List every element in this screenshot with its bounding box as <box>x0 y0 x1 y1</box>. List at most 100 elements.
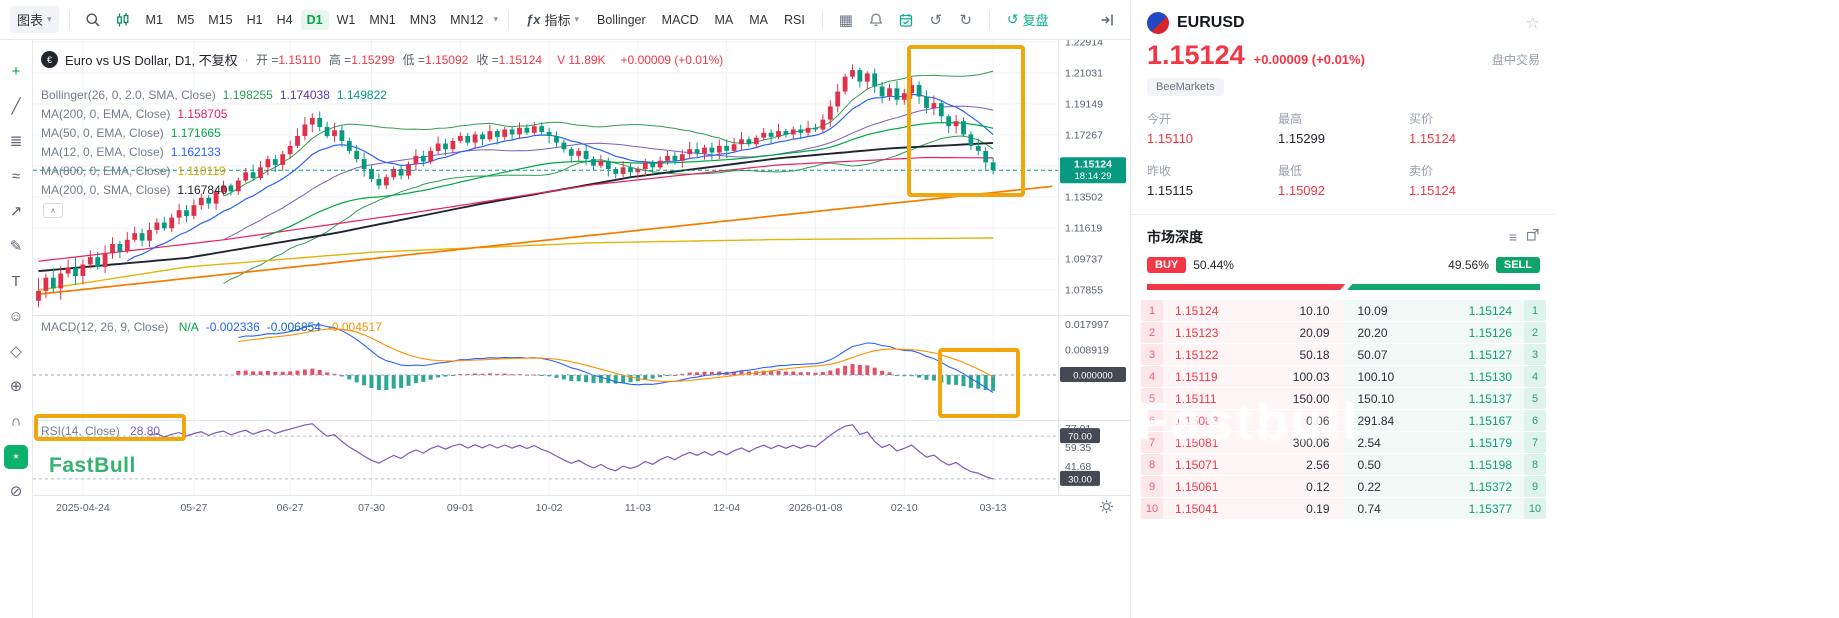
depth-row[interactable]: 3 1.15122 50.18 50.07 1.15127 3 <box>1141 344 1546 365</box>
bid-volume: 20.09 <box>1231 322 1344 343</box>
svg-text:18:14:29: 18:14:29 <box>1075 171 1112 182</box>
ai-draw-tool-icon[interactable]: ⋆ <box>4 445 28 469</box>
ask-rank: 2 <box>1524 322 1546 343</box>
search-icon[interactable] <box>80 7 106 33</box>
indicator-legend-label: MA(800, 0, EMA, Close) <box>41 164 171 178</box>
bid-rank: 9 <box>1141 476 1163 497</box>
svg-text:59.35: 59.35 <box>1065 442 1091 454</box>
bid-volume: 0.19 <box>1231 498 1344 519</box>
bid-volume: 0.12 <box>1231 476 1344 497</box>
ohlc-key: 高 = <box>328 53 352 67</box>
bid-price: 1.15119 <box>1163 366 1231 387</box>
favorite-star-icon[interactable]: ☆ <box>1525 15 1540 32</box>
undo-icon[interactable]: ↺ <box>929 11 943 29</box>
macd-label: MACD(12, 26, 9, Close) <box>41 320 169 334</box>
add-tool-icon[interactable]: + <box>11 63 21 80</box>
redo-icon[interactable]: ↻ <box>959 11 973 29</box>
price-chart-canvas[interactable]: 1.1512418:14:291.229141.210311.191491.17… <box>33 40 1130 520</box>
quote-stat: 最低 1.15092 <box>1278 162 1409 198</box>
indicator-legend-value: 1.110119 <box>177 164 226 178</box>
bid-price: 1.15061 <box>1163 476 1231 497</box>
ask-rank: 5 <box>1524 388 1546 409</box>
indicators-button[interactable]: ƒx 指标 ▾ <box>519 6 586 33</box>
depth-list-icon[interactable]: ≡ <box>1508 229 1517 245</box>
buy-sell-ratio-row: BUY 50.44% 49.56% SELL <box>1131 255 1556 275</box>
depth-row[interactable]: 5 1.15111 150.00 150.10 1.15137 5 <box>1141 388 1546 409</box>
timeframe-h4[interactable]: H4 <box>271 10 299 30</box>
chart-menu-label: 图表 <box>17 13 44 28</box>
indicator-shortcut-ma-3[interactable]: MA <box>749 12 768 27</box>
chart-menu-button[interactable]: 图表 ▾ <box>10 6 59 33</box>
timeframe-m15[interactable]: M15 <box>202 10 238 30</box>
indicator-shortcut-macd-1[interactable]: MACD <box>661 12 699 27</box>
bid-volume: 150.00 <box>1231 388 1344 409</box>
calendar-icon[interactable] <box>893 7 919 33</box>
indicator-shortcut-rsi-4[interactable]: RSI <box>783 12 805 27</box>
zoom-tool-icon[interactable]: ⊕ <box>9 378 23 395</box>
lock-tool-icon[interactable]: ⊘ <box>9 483 23 500</box>
timeframe-m1[interactable]: M1 <box>140 10 169 30</box>
quote-header: EURUSD ☆ <box>1131 0 1556 38</box>
magnet-tool-icon[interactable]: ∩ <box>10 413 22 430</box>
brush-tool-icon[interactable]: ✎ <box>9 238 23 255</box>
timeframe-h1[interactable]: H1 <box>241 10 269 30</box>
arrow-tool-icon[interactable]: ↗ <box>9 203 23 220</box>
timeframe-m5[interactable]: M5 <box>171 10 200 30</box>
depth-row[interactable]: 10 1.15041 0.19 0.74 1.15377 10 <box>1141 498 1546 519</box>
timeframe-mn12[interactable]: MN12 <box>444 10 489 30</box>
svg-text:2026-01-08: 2026-01-08 <box>789 502 843 514</box>
indicator-legend-label: MA(50, 0, EMA, Close) <box>41 126 164 140</box>
depth-row[interactable]: 2 1.15123 20.09 20.20 1.15126 2 <box>1141 322 1546 343</box>
indicator-legend-label: MA(200, 0, SMA, Close) <box>41 183 171 197</box>
trend-line-tool-icon[interactable]: ╱ <box>11 98 21 115</box>
ask-rank: 8 <box>1524 454 1546 475</box>
depth-row[interactable]: 1 1.15124 10.10 10.09 1.15124 1 <box>1141 300 1546 321</box>
timeframe-d1[interactable]: D1 <box>300 9 329 30</box>
candle-style-icon[interactable] <box>110 7 136 33</box>
drawing-toolbar: + ╱ ≣ ≈ ↗ ✎ T ☺ ◇ ⊕ ∩ ⋆ ⊘ <box>0 40 33 618</box>
axis-settings-gear-icon[interactable] <box>1099 499 1114 519</box>
timeframe-mn3[interactable]: MN3 <box>404 10 442 30</box>
bid-price: 1.15122 <box>1163 344 1231 365</box>
depth-row[interactable]: 9 1.15061 0.12 0.22 1.15372 9 <box>1141 476 1546 497</box>
ask-price: 1.15198 <box>1456 454 1524 475</box>
ask-price: 1.15124 <box>1456 300 1524 321</box>
quote-price-row: 1.15124 +0.00009 (+0.01%) 盘中交易 <box>1131 38 1556 71</box>
timeframe-more-icon[interactable]: ▾ <box>493 14 499 24</box>
depth-row[interactable]: 4 1.15119 100.03 100.10 1.15130 4 <box>1141 366 1546 387</box>
indicators-label: 指标 <box>544 13 571 28</box>
timeframe-mn1[interactable]: MN1 <box>363 10 401 30</box>
ask-price: 1.15167 <box>1456 410 1524 431</box>
macd-legend-value: -0.002336 <box>205 320 260 334</box>
replay-button[interactable]: ↺ 复盘 <box>1000 6 1056 33</box>
rsi-label: RSI(14, Close) <box>41 424 120 438</box>
chart-area: 1.15124 18:14:29 1.22914 1.21031 1.19149 1.17… <box>33 40 1130 618</box>
depth-expand-icon[interactable] <box>1525 227 1540 247</box>
indicator-legend-row: MA(200, 0, SMA, Close) 1.167840 <box>41 181 387 200</box>
emoji-tool-icon[interactable]: ☺ <box>8 308 24 325</box>
ask-volume: 20.20 <box>1343 322 1456 343</box>
wave-tool-icon[interactable]: ≈ <box>11 168 21 185</box>
legend-collapse-button[interactable]: ∧ <box>43 203 63 218</box>
layout-grid-icon[interactable]: ▦ <box>838 11 853 29</box>
depth-row[interactable]: 8 1.15071 2.56 0.50 1.15198 8 <box>1141 454 1546 475</box>
broker-badge[interactable]: BeeMarkets <box>1147 78 1224 96</box>
fib-retracement-tool-icon[interactable]: ≣ <box>9 133 23 150</box>
timeframe-w1[interactable]: W1 <box>331 10 362 30</box>
alert-bell-icon[interactable] <box>863 7 889 33</box>
quote-stat: 买价 1.15124 <box>1409 110 1540 146</box>
measure-tool-icon[interactable]: ◇ <box>10 343 22 360</box>
buy-badge: BUY <box>1147 257 1187 273</box>
depth-row[interactable]: 6 1.15083 0.06 291.84 1.15167 6 <box>1141 410 1546 431</box>
macd-layer: 0.000000 0.017997 0.008919 <box>33 319 1126 393</box>
indicator-shortcut-ma-2[interactable]: MA <box>714 12 734 27</box>
indicator-legend-label: MA(12, 0, EMA, Close) <box>41 145 164 159</box>
stat-value: 1.15124 <box>1409 131 1456 146</box>
bid-price: 1.15083 <box>1163 410 1231 431</box>
collapse-panel-icon[interactable] <box>1094 7 1120 33</box>
indicator-legend-row: MA(50, 0, EMA, Close) 1.171665 <box>41 124 387 143</box>
depth-row[interactable]: 7 1.15081 300.06 2.54 1.15179 7 <box>1141 432 1546 453</box>
depth-header: 市场深度 ≡ <box>1131 215 1556 255</box>
text-tool-icon[interactable]: T <box>11 273 21 290</box>
indicator-shortcut-bollinger-0[interactable]: Bollinger <box>597 12 646 27</box>
